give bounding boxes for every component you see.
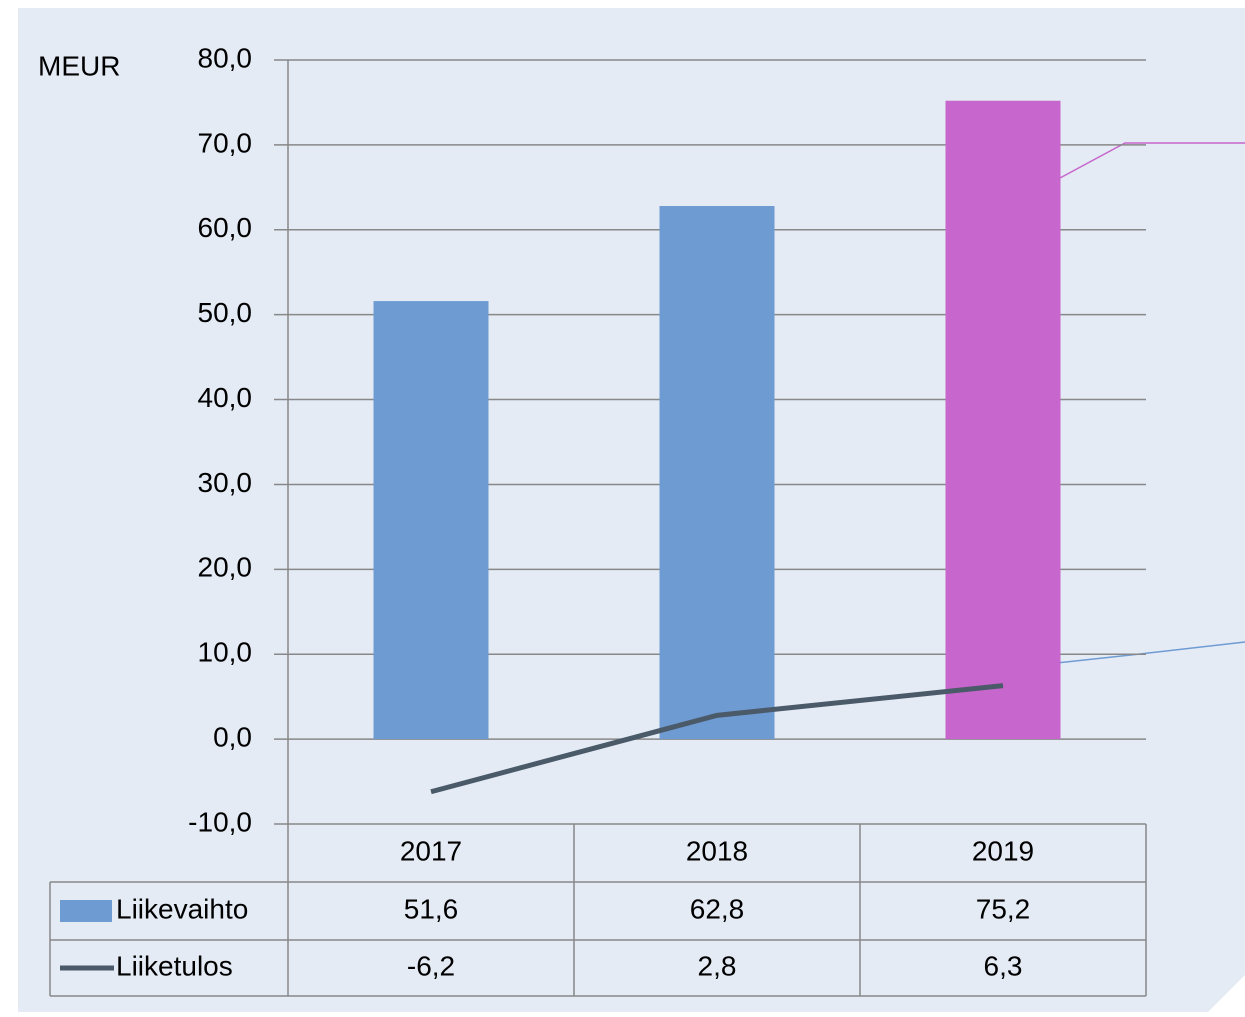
- bar: [373, 301, 489, 740]
- y-tick-label: -10,0: [188, 806, 252, 837]
- bar: [945, 100, 1061, 740]
- y-tick-label: 50,0: [198, 297, 253, 328]
- y-tick-label: 60,0: [198, 212, 253, 243]
- x-tick-label: 2017: [400, 835, 462, 866]
- legend-label: Liiketulos: [116, 950, 233, 981]
- legend-swatch: [60, 900, 112, 922]
- bar: [659, 206, 775, 740]
- y-tick-label: 40,0: [198, 382, 253, 413]
- y-tick-label: 70,0: [198, 127, 253, 158]
- data-label: -6,2: [407, 950, 455, 981]
- data-label: 51,6: [404, 893, 459, 924]
- y-tick-label: 10,0: [198, 637, 253, 668]
- y-axis-label: MEUR: [38, 50, 120, 81]
- y-tick-label: 30,0: [198, 467, 253, 498]
- data-label: 6,3: [984, 950, 1023, 981]
- y-tick-label: 0,0: [213, 722, 252, 753]
- data-label: 2,8: [698, 950, 737, 981]
- legend-label: Liikevaihto: [116, 893, 248, 924]
- background: [18, 8, 1245, 1012]
- data-label: 75,2: [976, 893, 1031, 924]
- decor-line: [1059, 142, 1245, 179]
- line: [430, 683, 1004, 795]
- x-tick-label: 2018: [686, 835, 748, 866]
- y-tick-label: 80,0: [198, 42, 253, 73]
- y-tick-label: 20,0: [198, 552, 253, 583]
- x-tick-label: 2019: [972, 835, 1034, 866]
- data-label: 62,8: [690, 893, 745, 924]
